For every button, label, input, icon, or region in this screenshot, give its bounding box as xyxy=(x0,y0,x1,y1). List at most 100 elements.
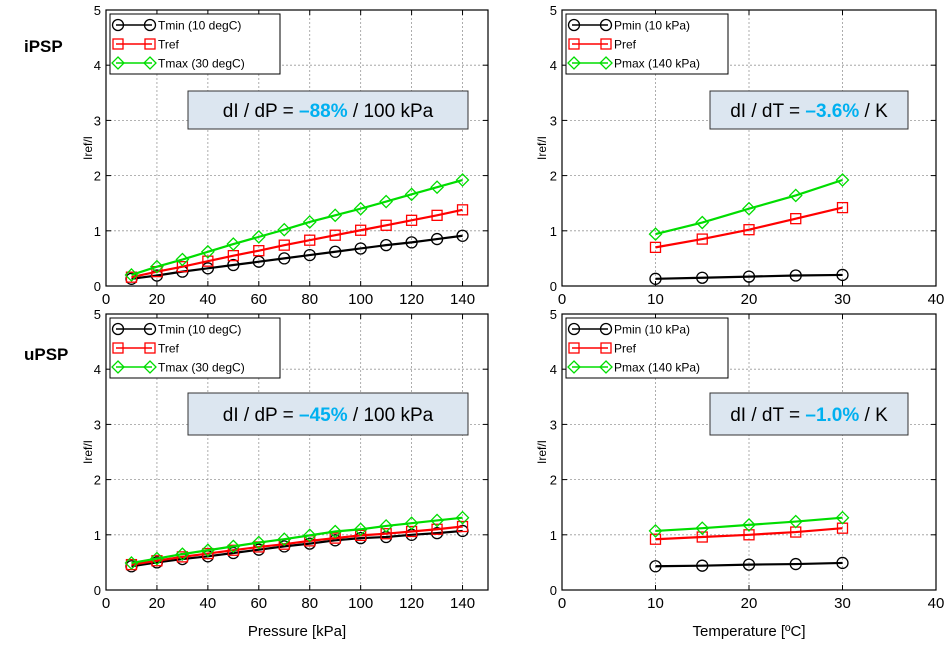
data-point-diamond xyxy=(150,259,164,274)
x-tick-label: 140 xyxy=(450,291,475,308)
y-tick-label: 1 xyxy=(550,224,557,239)
data-point-circle xyxy=(836,556,849,570)
y-tick-label: 5 xyxy=(94,307,101,322)
data-point-square xyxy=(405,525,418,538)
data-point-circle xyxy=(227,258,240,272)
data-point-diamond xyxy=(175,547,190,562)
data-point-square xyxy=(227,544,239,556)
x-tick-label: 140 xyxy=(450,595,475,612)
data-point-diamond xyxy=(695,215,710,230)
legend-label: Tref xyxy=(158,342,180,356)
data-point-square xyxy=(202,255,214,267)
annotation-text: dI / dT = –3.6% / K xyxy=(730,101,888,122)
data-point-square xyxy=(151,555,163,567)
data-point-circle xyxy=(649,560,662,573)
legend: Pmin (10 kPa) Pref Pmax (140 kPa) xyxy=(565,317,729,379)
legend-marker-square xyxy=(568,38,580,50)
series-circle xyxy=(649,268,849,285)
data-point-diamond xyxy=(788,514,803,529)
y-axis-label: Iref/I xyxy=(81,136,95,160)
legend-marker-diamond xyxy=(143,56,157,70)
data-point-circle xyxy=(201,262,215,275)
data-point-square xyxy=(456,520,469,533)
data-point-diamond xyxy=(430,180,444,195)
series-line xyxy=(655,273,843,280)
data-point-diamond xyxy=(353,522,368,537)
legend-label: Pmax (140 kPa) xyxy=(614,361,700,375)
sensitivity-annotation: dI / dP = –88% / 100 kPa xyxy=(187,90,469,130)
legend-marker-circle xyxy=(111,322,125,336)
legend-marker-diamond xyxy=(567,360,581,374)
annotation-value: –45% xyxy=(299,405,348,426)
data-point-diamond xyxy=(742,517,756,532)
x-axis-label-temperature: Temperature [ºC] xyxy=(692,623,805,640)
y-tick-label: 0 xyxy=(94,279,101,294)
legend-label: Pref xyxy=(614,38,637,52)
series-diamond xyxy=(648,510,850,538)
legend-label: Pmin (10 kPa) xyxy=(614,323,690,337)
data-point-diamond xyxy=(328,208,343,223)
annotation-text: dI / dP = –45% / 100 kPa xyxy=(223,405,434,426)
data-point-square xyxy=(202,547,214,560)
y-tick-label: 3 xyxy=(94,113,101,128)
y-tick-label: 2 xyxy=(550,473,557,488)
series-diamond xyxy=(124,173,470,282)
y-tick-label: 1 xyxy=(94,528,101,543)
data-point-square xyxy=(125,271,138,283)
legend-marker-circle xyxy=(567,18,581,32)
x-tick-label: 40 xyxy=(928,291,945,308)
legend-marker-square xyxy=(144,342,156,354)
data-point-square xyxy=(790,213,802,225)
data-point-square xyxy=(696,531,708,543)
x-tick-label: 0 xyxy=(102,595,110,612)
data-point-square xyxy=(431,209,443,221)
data-point-diamond xyxy=(404,187,419,202)
data-point-diamond xyxy=(226,237,241,251)
data-point-circle xyxy=(405,236,418,249)
data-point-diamond xyxy=(404,516,419,531)
x-tick-label: 120 xyxy=(399,595,424,612)
y-tick-label: 0 xyxy=(550,279,557,294)
data-point-diamond xyxy=(200,543,215,558)
y-axis-label: Iref/I xyxy=(535,440,549,464)
legend-marker-square xyxy=(600,342,612,354)
x-tick-label: 20 xyxy=(149,291,166,308)
x-tick-label: 20 xyxy=(741,291,758,308)
data-point-square xyxy=(329,229,341,241)
y-tick-label: 0 xyxy=(550,583,557,598)
legend-label: Tref xyxy=(158,38,180,52)
data-point-diamond xyxy=(455,173,470,187)
data-point-circle xyxy=(329,245,342,258)
legend-marker-diamond xyxy=(143,360,157,374)
annotation-prefix: dI / dT = xyxy=(730,405,805,426)
data-point-diamond xyxy=(788,188,803,203)
legend-marker-circle xyxy=(599,18,613,32)
legend-label: Tmin (10 degC) xyxy=(158,19,241,33)
data-point-diamond xyxy=(648,524,663,538)
annotation-prefix: dI / dP = xyxy=(223,405,299,426)
data-point-square xyxy=(278,239,290,251)
data-point-circle xyxy=(742,558,756,571)
data-point-square xyxy=(176,261,189,273)
data-point-diamond xyxy=(455,510,470,525)
legend-marker-square xyxy=(600,38,612,50)
annotation-suffix: / K xyxy=(859,405,888,426)
data-point-diamond xyxy=(695,521,710,536)
x-tick-label: 30 xyxy=(834,595,851,612)
data-point-square xyxy=(836,201,849,214)
annotation-text: dI / dT = –1.0% / K xyxy=(730,405,888,426)
legend: Tmin (10 degC) Tref Tmax (30 degC) xyxy=(109,317,281,379)
annotation-text: dI / dP = –88% / 100 kPa xyxy=(223,101,434,122)
data-point-circle xyxy=(789,557,802,571)
x-tick-label: 80 xyxy=(301,595,318,612)
annotation-box xyxy=(709,90,909,130)
x-tick-label: 40 xyxy=(928,595,945,612)
data-point-diamond xyxy=(328,524,343,539)
series-line xyxy=(131,208,463,279)
data-point-circle xyxy=(303,248,316,262)
annotation-prefix: dI / dP = xyxy=(223,101,299,122)
annotation-suffix: / 100 kPa xyxy=(348,405,434,426)
data-point-diamond xyxy=(379,194,394,209)
data-point-circle xyxy=(430,232,444,246)
